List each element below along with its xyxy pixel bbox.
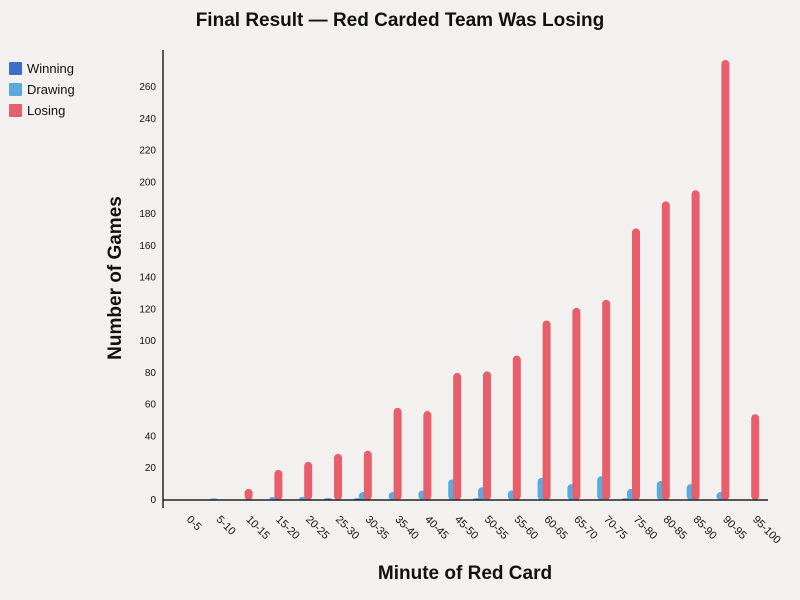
chart-title: Final Result — Red Carded Team Was Losin… [195,10,605,31]
bar-losing-75-80 [632,228,640,500]
x-tick-label: 90-95 [720,514,748,542]
x-tick-label: 30-35 [363,514,391,542]
x-tick-label: 25-30 [333,514,361,542]
x-axis-label: Minute of Red Card [377,563,553,584]
bar-losing-95-100 [751,414,760,500]
y-tick-label: 240 [139,114,156,125]
legend-label-winning: Winning [27,61,74,76]
y-tick-label: 120 [139,304,156,315]
y-tick-label: 260 [139,82,156,93]
y-tick-label: 200 [139,177,156,188]
y-tick-label: 0 [150,495,156,506]
x-tick-label: 80-85 [661,514,689,542]
legend-swatch-drawing [9,83,22,96]
y-tick-label: 100 [139,336,156,347]
x-tick-label: 75-80 [631,514,659,542]
bar-losing-60-65 [542,320,551,500]
legend: Winning Drawing Losing [9,58,75,121]
x-tick-label: 5-10 [214,514,238,538]
y-tick-label: 220 [139,146,156,157]
x-tick-label: 70-75 [601,514,629,542]
x-tick-label: 85-90 [690,514,718,542]
x-tick-label: 60-65 [541,514,569,542]
x-ticks-group: 0-5 5-10 10-15 15-20 20-25 25-30 30-35 35-40 40-… [184,514,783,547]
x-tick-label: 0-5 [184,514,204,534]
x-tick-label: 20-25 [303,514,331,542]
legend-item-winning: Winning [9,58,75,79]
bars-group [209,60,760,501]
y-tick-label: 60 [145,400,157,411]
bar-losing-55-60 [512,355,521,500]
bar-losing-50-55 [483,371,491,500]
bar-losing-85-90 [691,190,700,501]
bar-losing-10-15 [244,488,253,500]
bar-losing-25-30 [334,453,342,500]
bar-losing-65-70 [572,307,581,500]
y-ticks-group: 0 20 40 60 80 100 120 140 160 180 200 220 240 260 [139,82,156,506]
legend-label-losing: Losing [27,103,66,118]
legend-item-losing: Losing [9,100,75,121]
y-tick-label: 140 [139,273,156,284]
x-tick-label: 50-55 [482,514,510,542]
y-tick-label: 40 [145,431,157,442]
bar-losing-90-95 [721,60,730,500]
bar-losing-70-75 [602,299,611,500]
x-tick-label: 15-20 [273,514,301,542]
y-tick-label: 160 [139,241,156,252]
x-tick-label: 95-100 [750,514,783,547]
bar-losing-40-45 [423,411,432,500]
legend-label-drawing: Drawing [27,82,75,97]
bar-losing-80-85 [661,201,670,501]
bar-losing-30-35 [363,450,372,500]
x-tick-label: 55-60 [512,514,540,542]
legend-swatch-losing [9,104,22,117]
x-tick-label: 40-45 [422,514,450,542]
y-tick-label: 20 [145,463,157,474]
x-tick-label: 35-40 [392,514,420,542]
legend-swatch-winning [9,62,22,75]
x-tick-label: 45-50 [452,514,480,542]
x-tick-label: 65-70 [571,514,599,542]
bar-losing-45-50 [453,372,462,500]
bar-losing-15-20 [274,469,283,500]
bar-losing-20-25 [304,461,313,500]
x-tick-label: 10-15 [243,514,271,542]
bar-losing-35-40 [393,407,402,500]
legend-item-drawing: Drawing [9,79,75,100]
y-tick-label: 180 [139,209,156,220]
y-tick-label: 80 [145,368,157,379]
